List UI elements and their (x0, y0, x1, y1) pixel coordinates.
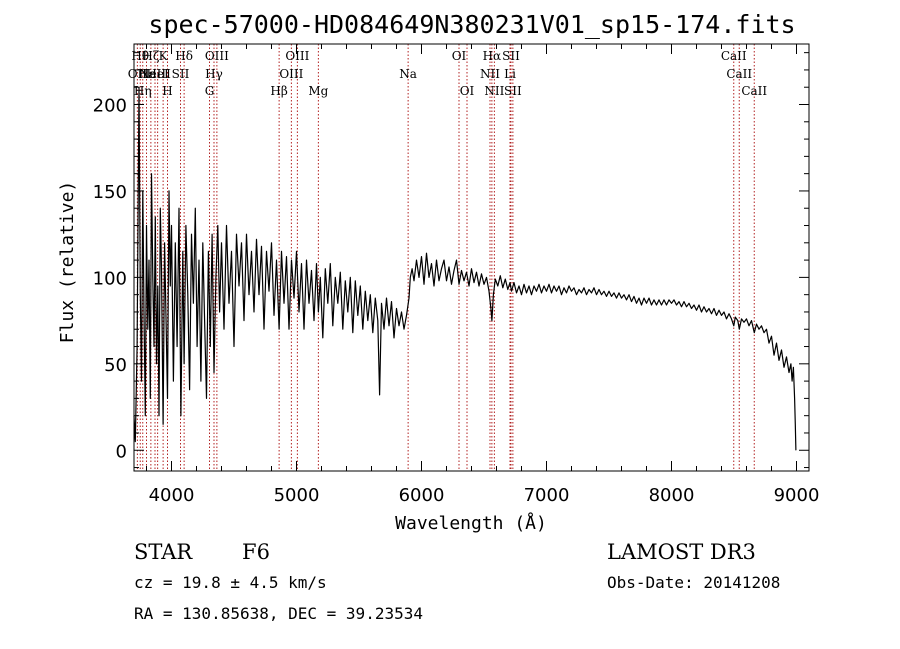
spectral-line-label: Hε (138, 67, 155, 81)
x-tick-label: 6000 (399, 485, 445, 506)
x-tick-label: 8000 (649, 485, 695, 506)
y-axis-label: Flux (relative) (57, 181, 78, 344)
spectral-line-label: CaII (726, 67, 752, 81)
y-axis-ticks: 0 50 100 150 200 (93, 52, 809, 469)
redshift-velocity: cz = 19.8 ± 4.5 km/s (134, 573, 327, 592)
x-axis-ticks: 4000 5000 6000 7000 8000 9000 (146, 44, 820, 506)
spectral-line-label: OIII (285, 49, 309, 63)
y-tick-label: 100 (93, 268, 127, 289)
spectrum-series-line (133, 86, 797, 451)
spectral-line-label: CaII (721, 49, 747, 63)
spectral-line-label: Li (504, 67, 516, 81)
chart-title: spec-57000-HD084649N380231V01_sp15-174.f… (148, 10, 795, 39)
spectral-subclass: F6 (242, 540, 270, 564)
y-tick-label: 200 (93, 96, 127, 117)
x-tick-label: 7000 (524, 485, 570, 506)
spectral-line-label: OII (128, 67, 148, 81)
spectral-line-label: Na (399, 67, 417, 81)
spectral-line-label: SII (502, 49, 520, 63)
x-tick-label: 9000 (774, 485, 820, 506)
spectral-line-label: Hη (134, 84, 152, 98)
y-tick-label: 0 (116, 441, 127, 462)
x-axis-label: Wavelength (Å) (395, 512, 547, 534)
spectral-line-label: Mg (308, 84, 328, 98)
spectral-line-label: H (162, 84, 172, 98)
x-tick-label: 4000 (149, 485, 195, 506)
spectral-line-label: Hγ (205, 67, 223, 81)
spectral-line-label: NeIII (139, 67, 171, 81)
spectral-line-label: SII (504, 84, 522, 98)
spectral-line-label: HeI (146, 67, 169, 81)
spectral-line-markers (136, 44, 755, 471)
spectral-line-label: NII (480, 67, 500, 81)
spectral-line-label: NII (484, 84, 504, 98)
spectral-line-label: CaII (741, 84, 767, 98)
plot-frame (133, 43, 810, 472)
spectral-line-labels: OIIHθHηHεHζNeIIIHeIKHSIIHδGHγOIIIHβOIIIO… (128, 49, 768, 98)
survey-name: LAMOST DR3 (607, 540, 756, 564)
y-tick-label: 50 (104, 355, 127, 376)
spectral-line-label: OI (452, 49, 467, 63)
spectral-line-label: Hδ (175, 49, 193, 63)
y-tick-label: 150 (93, 182, 127, 203)
x-tick-label: 5000 (274, 485, 320, 506)
object-type: STAR (134, 540, 193, 564)
spectral-line-label: Hα (483, 49, 502, 63)
spectral-line-label: K (159, 49, 169, 63)
spectral-line-label: G (205, 84, 215, 98)
spectral-line-label: OIII (279, 67, 303, 81)
spectral-line-label: OI (460, 84, 475, 98)
spectral-line-label: Hζ (142, 49, 159, 63)
spectral-line-label: SII (172, 67, 190, 81)
spectral-line-label: OIII (205, 49, 229, 63)
observation-date: Obs-Date: 20141208 (607, 573, 780, 592)
sky-coordinates: RA = 130.85638, DEC = 39.23534 (134, 604, 423, 623)
spectral-line-label: Hβ (270, 84, 287, 98)
